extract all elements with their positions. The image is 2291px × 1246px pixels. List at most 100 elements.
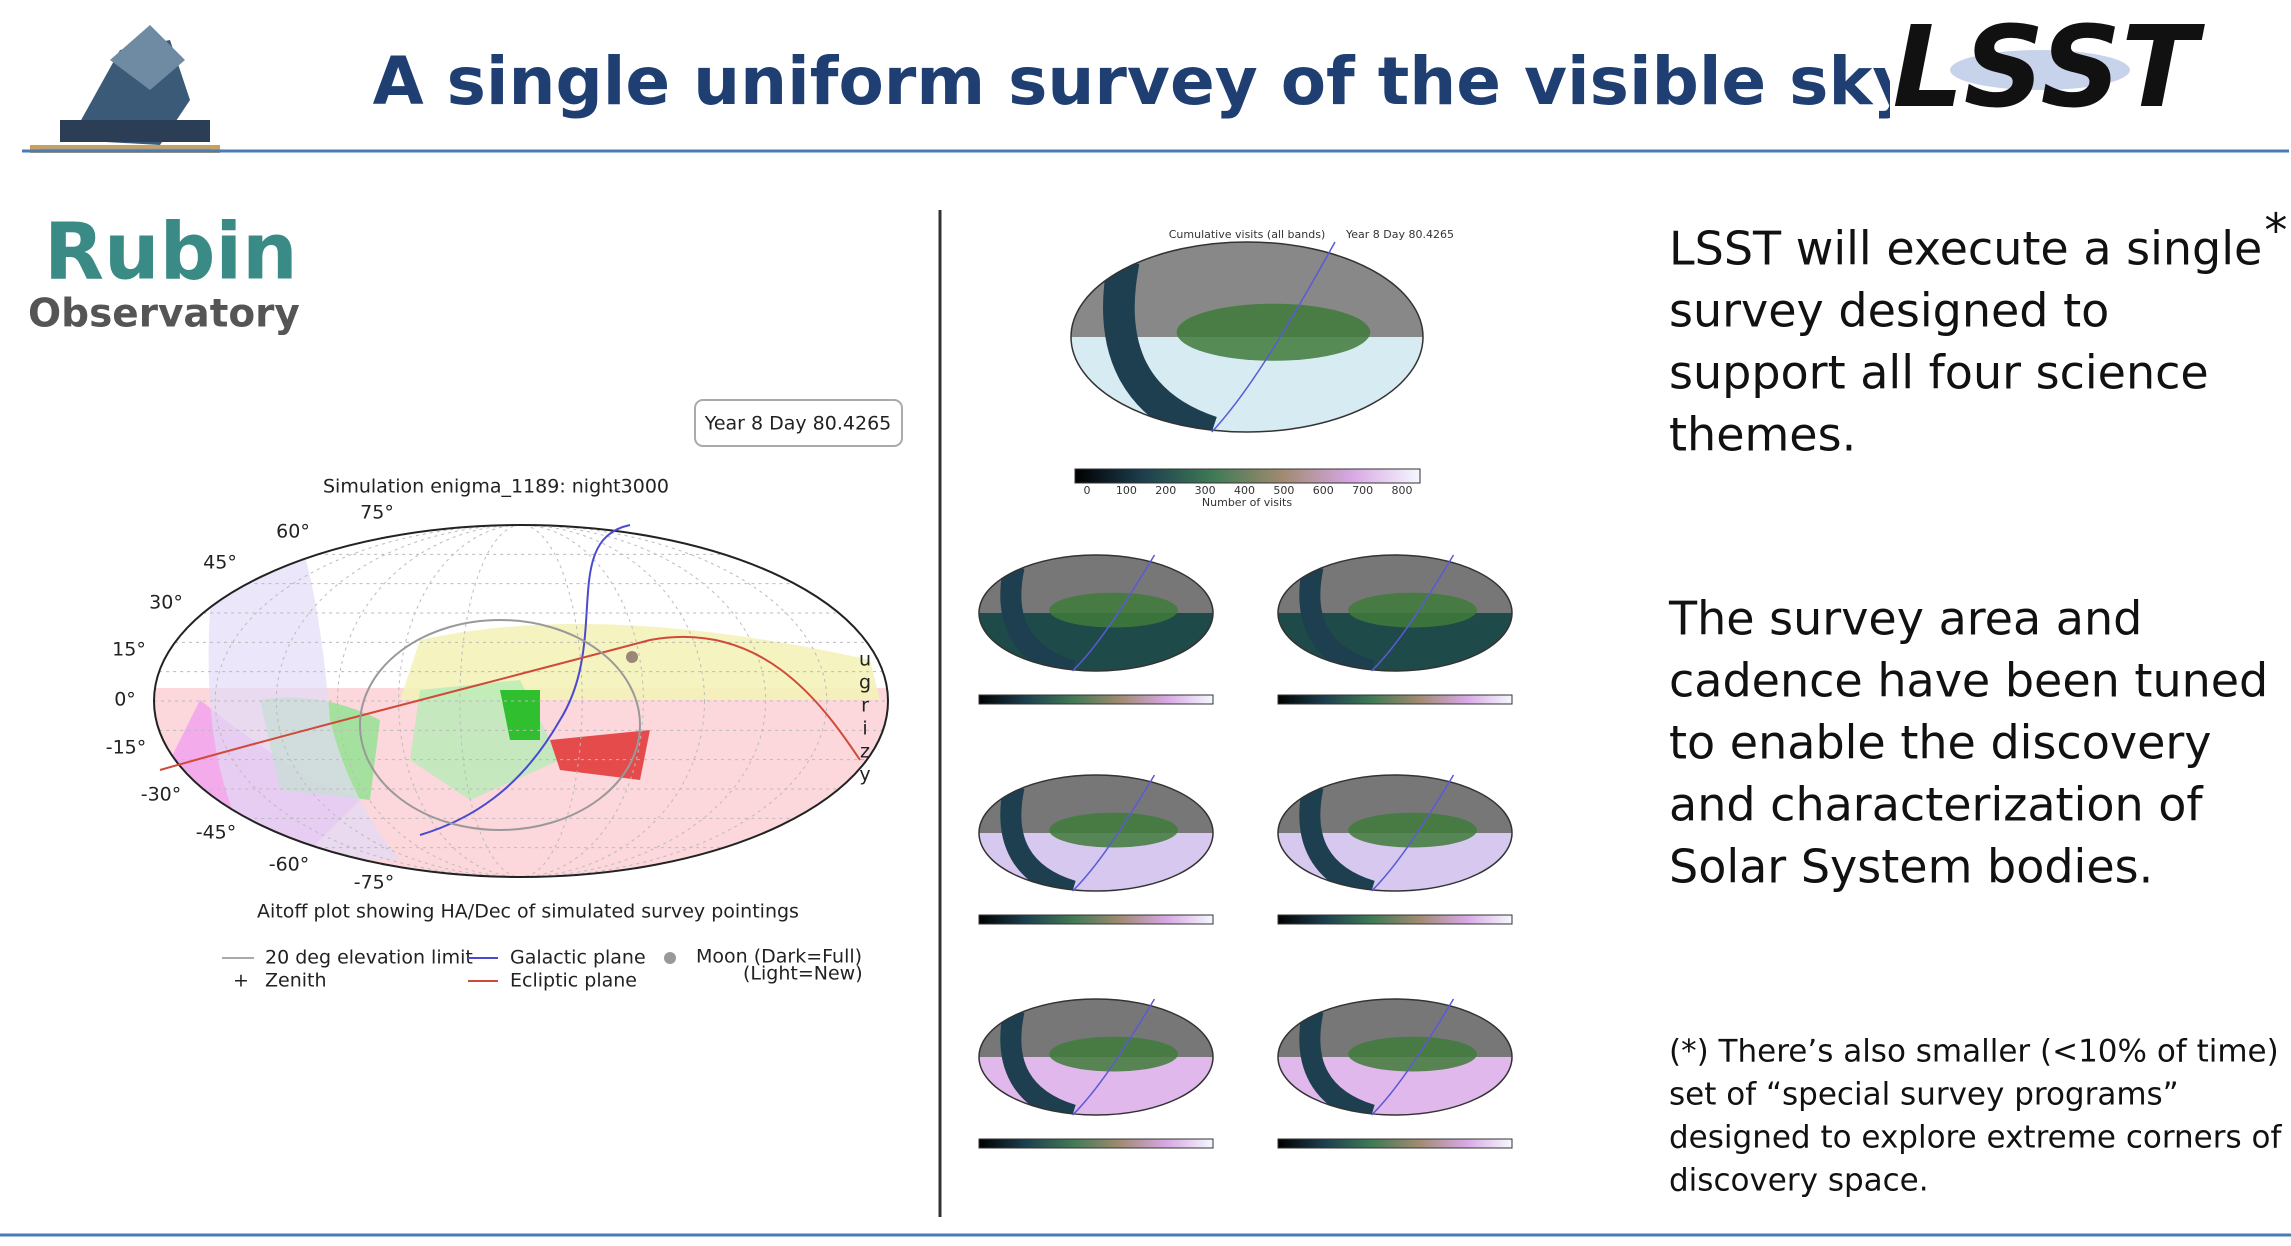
legend-label: Moon (Dark=Full) <box>696 946 862 968</box>
colorbar-tick: 700 <box>1352 484 1373 497</box>
paragraph-line: The survey area and <box>1668 592 2142 646</box>
filter-label: i <box>862 718 867 740</box>
colorbar-tick: 0 <box>1084 484 1091 497</box>
paragraph-line: themes. <box>1669 408 1856 462</box>
map-outline <box>1277 998 1513 1116</box>
galactic-plane <box>419 524 631 836</box>
mini-colorbar <box>1277 1138 1513 1149</box>
map-patch <box>1348 592 1477 628</box>
colorbar-tick: 500 <box>1273 484 1294 497</box>
colorbar-ticks: 0 100 200 300 400 500 600 700 800 <box>1084 484 1413 497</box>
map-line <box>1371 554 1455 672</box>
dec-label: -45° <box>196 822 237 844</box>
filter-label: y <box>859 764 870 786</box>
map-line <box>1211 241 1336 433</box>
map-outline <box>978 998 1214 1116</box>
map-outline <box>978 774 1214 892</box>
dec-label: 15° <box>112 639 146 661</box>
elevation-limit <box>359 619 641 831</box>
map-timestamp: Year 8 Day 80.4265 <box>1345 228 1454 241</box>
colorbar-tick: 200 <box>1155 484 1176 497</box>
map-title: Cumulative visits (all bands) <box>1169 228 1326 241</box>
figure-caption: Aitoff plot showing HA/Dec of simulated … <box>257 901 799 923</box>
map-band <box>1000 1008 1076 1115</box>
map-line <box>1371 774 1455 892</box>
map-patch <box>1176 303 1371 361</box>
map-band <box>1299 564 1375 671</box>
lsst-logo-text: LSST <box>1892 3 2205 133</box>
legend-label: (Light=New) <box>743 963 863 985</box>
figure-title: Simulation enigma_1189: night3000 <box>323 476 669 498</box>
filter-label: g <box>859 672 871 694</box>
paragraph-line: and characterization of <box>1669 778 2204 832</box>
map-band <box>1299 784 1375 891</box>
colorbar-tick: 800 <box>1392 484 1413 497</box>
map-band <box>1000 564 1076 671</box>
brand-name: Rubin <box>44 207 298 297</box>
paragraph: The survey area and cadence have been tun… <box>1668 592 2268 894</box>
dec-label: 30° <box>149 592 183 614</box>
filter-label: z <box>860 741 870 763</box>
colorbar-tick: 600 <box>1313 484 1334 497</box>
map-outline <box>1277 774 1513 892</box>
legend-label: Ecliptic plane <box>510 970 637 992</box>
dec-label: 60° <box>276 521 310 543</box>
legend-label: Galactic plane <box>510 947 646 969</box>
footnote-line: set of “special survey programs” <box>1669 1077 2179 1113</box>
mini-colorbar <box>978 1138 1214 1149</box>
paragraph-line: cadence have been tuned <box>1669 654 2268 708</box>
footnote: (*) There’s also smaller (<10% of time) s… <box>1669 1034 2282 1199</box>
colorbar-tick: 300 <box>1195 484 1216 497</box>
timestamp-box <box>694 399 903 447</box>
colorbar-label: Number of visits <box>1202 496 1292 509</box>
paragraph-line: LSST will execute a single <box>1669 222 2262 276</box>
colorbar <box>1074 468 1421 484</box>
dec-label: 75° <box>360 502 394 524</box>
map-line <box>1072 774 1156 892</box>
mini-colorbar <box>1277 914 1513 925</box>
map-patch <box>1049 592 1178 628</box>
ecliptic-plane <box>159 635 861 771</box>
map-line <box>1072 554 1156 672</box>
dec-label: -15° <box>106 737 147 759</box>
mini-map <box>1278 555 1512 671</box>
dec-labels: 75° 60° 45° 30° 15° 0° -15° -30° -45° -60° -75° <box>106 502 395 894</box>
colorbar-tick: 400 <box>1234 484 1255 497</box>
mini-map <box>1071 242 1423 432</box>
legend-label: 20 deg elevation limit <box>265 947 473 969</box>
footnote-line: (*) There’s also smaller (<10% of time) <box>1669 1034 2279 1070</box>
mini-colorbar <box>1277 694 1513 705</box>
map-band <box>1000 784 1076 891</box>
paragraph: LSST will execute a single * survey design… <box>1669 204 2287 462</box>
legend-marker: + <box>233 970 249 992</box>
dec-label: 45° <box>203 552 237 574</box>
dec-label: -75° <box>354 872 395 894</box>
colorbar-tick: 100 <box>1116 484 1137 497</box>
paragraph-line: survey designed to <box>1669 284 2109 338</box>
dec-label: -30° <box>141 784 182 806</box>
map-patch <box>1348 812 1477 848</box>
footnote-line: designed to explore extreme corners of <box>1669 1120 2282 1156</box>
mini-colorbar <box>978 914 1214 925</box>
timestamp: Year 8 Day 80.4265 <box>704 413 892 435</box>
moon <box>626 651 638 663</box>
meridian <box>275 524 767 878</box>
dec-label: -60° <box>269 854 310 876</box>
paragraph-line: Solar System bodies. <box>1669 840 2153 894</box>
mini-colorbar <box>978 694 1214 705</box>
lsst-logo: LSST <box>1890 3 2205 133</box>
brand-subtitle: Observatory <box>28 292 300 337</box>
slide-title: A single uniform survey of the visible s… <box>373 43 1916 120</box>
map-line <box>1072 998 1156 1116</box>
legend-label: Zenith <box>265 970 327 992</box>
filter-label: r <box>861 695 869 717</box>
filter-label: u <box>859 649 871 671</box>
footnote-marker: * <box>2264 204 2287 258</box>
map-outline <box>978 554 1214 672</box>
paragraph-line: to enable the discovery <box>1669 716 2212 770</box>
map-outline <box>1277 554 1513 672</box>
footnote-line: discovery space. <box>1669 1163 1929 1199</box>
aitoff-outline <box>153 524 889 878</box>
legend: 20 deg elevation limit + Zenith Galactic… <box>222 946 863 992</box>
